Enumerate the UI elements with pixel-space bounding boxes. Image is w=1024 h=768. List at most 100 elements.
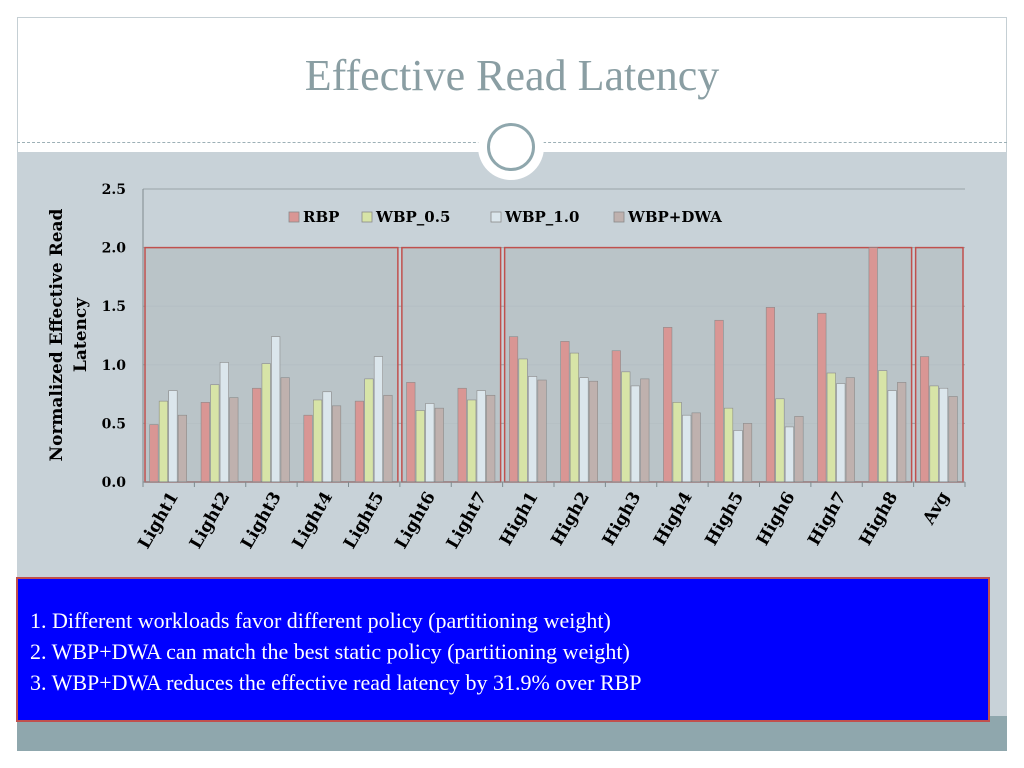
x-tick-label: Light6 [391, 489, 439, 553]
bar-light7-wbp10 [476, 390, 486, 483]
bar-light3-rbp [252, 387, 262, 483]
bar-high8-wbpdwa [897, 382, 907, 483]
legend-swatch [361, 211, 373, 223]
bar-light1-wbp10 [168, 390, 178, 483]
bar-high1-wbp10 [528, 376, 538, 483]
bar-high7-rbp [817, 312, 827, 483]
y-tick-label: 0.0 [102, 475, 127, 491]
bar-high4-rbp [663, 326, 673, 483]
bar-light4-wbp10 [322, 391, 332, 483]
bar-light6-wbp10 [425, 403, 435, 483]
note-line-2: 2. WBP+DWA can match the best static pol… [30, 639, 630, 664]
bar-light7-wbpdwa [486, 394, 496, 483]
bar-avg-wbp10 [939, 387, 949, 483]
y-axis-label-line1: Normalized Effective Read [47, 208, 67, 461]
y-tick-label: 2.0 [102, 241, 127, 257]
x-tick-label: High3 [599, 489, 646, 550]
x-tick-label: High5 [702, 489, 749, 550]
y-tick-label: 0.5 [102, 416, 126, 432]
bar-avg-wbp05 [929, 385, 939, 483]
bar-high4-wbp05 [672, 402, 682, 483]
y-tick-label: 1.0 [102, 358, 127, 374]
bar-light4-wbp05 [313, 399, 323, 483]
bar-high8-rbp [868, 247, 878, 483]
bar-light2-wbp05 [210, 384, 220, 483]
bar-light6-rbp [406, 382, 416, 483]
y-axis-label-line2: Latency [71, 297, 91, 372]
x-tick-label: Light7 [443, 489, 491, 553]
bar-high1-rbp [509, 336, 519, 483]
bar-light6-wbp05 [415, 410, 425, 483]
bar-light5-wbpdwa [383, 394, 393, 483]
x-tick-label: Light4 [289, 488, 338, 552]
bar-avg-wbpdwa [948, 396, 958, 483]
note-line-1: 1. Different workloads favor different p… [30, 608, 611, 633]
bar-light2-wbp10 [219, 362, 229, 483]
bar-light7-wbp05 [467, 399, 477, 483]
bar-high1-wbp05 [518, 358, 528, 483]
bar-high5-wbp10 [733, 430, 743, 483]
bar-high2-rbp [560, 341, 570, 483]
x-tick-label: Light5 [340, 489, 388, 553]
bar-avg-rbp [920, 356, 930, 483]
bar-high7-wbp10 [836, 383, 846, 483]
bar-light3-wbpdwa [280, 377, 290, 483]
bar-light1-wbpdwa [177, 414, 187, 483]
bar-light1-wbp05 [158, 400, 168, 483]
bar-light5-wbp05 [364, 378, 374, 483]
x-tick-label: High1 [496, 489, 543, 550]
x-tick-label: High7 [804, 489, 851, 550]
x-tick-label: High6 [753, 489, 800, 550]
bar-high4-wbpdwa [691, 412, 701, 483]
bar-light2-rbp [200, 402, 210, 483]
bar-light3-wbp10 [271, 336, 281, 483]
legend-swatch [490, 211, 502, 223]
x-tick-label: High8 [856, 489, 903, 550]
x-tick-label: High2 [547, 489, 594, 550]
bar-light5-rbp [354, 400, 364, 483]
legend-entry: WBP_0.5 [375, 208, 450, 226]
x-tick-label: Light1 [135, 489, 183, 553]
bar-high5-wbpdwa [743, 423, 753, 483]
bar-high2-wbpdwa [588, 380, 598, 483]
x-tick-label: Avg [919, 488, 954, 529]
bar-light5-wbp10 [373, 356, 383, 483]
y-tick-label: 2.5 [102, 182, 126, 198]
x-tick-label: High4 [650, 488, 697, 549]
bar-high2-wbp05 [569, 352, 579, 483]
bar-high6-rbp [765, 307, 775, 483]
x-tick-label: Light2 [186, 489, 234, 553]
bar-high5-rbp [714, 319, 724, 483]
bar-high6-wbpdwa [794, 416, 804, 483]
y-tick-label: 1.5 [102, 299, 126, 315]
bar-high3-wbp05 [621, 371, 631, 483]
legend-entry: WBP+DWA [627, 208, 722, 226]
bar-high8-wbp10 [887, 390, 897, 483]
bar-high7-wbp05 [826, 372, 836, 483]
bar-high1-wbpdwa [537, 379, 547, 483]
bar-high2-wbp10 [579, 377, 589, 483]
bar-light3-wbp05 [261, 363, 271, 483]
bar-light1-rbp [149, 424, 159, 483]
legend-entry: WBP_1.0 [504, 208, 579, 226]
bar-high3-wbp10 [630, 385, 640, 483]
legend-entry: RBP [303, 208, 339, 226]
bar-light7-rbp [457, 387, 467, 483]
legend-swatch [613, 211, 625, 223]
bar-high4-wbp10 [682, 414, 692, 483]
bar-high7-wbpdwa [845, 377, 855, 483]
bar-light2-wbpdwa [229, 397, 239, 483]
bar-light4-rbp [303, 414, 313, 483]
bar-high6-wbp05 [775, 398, 785, 483]
bar-high8-wbp05 [878, 370, 888, 483]
bar-high3-wbpdwa [640, 378, 650, 483]
bar-high3-rbp [611, 350, 621, 483]
bar-high6-wbp10 [784, 426, 794, 483]
ring-ornament-icon [487, 123, 535, 171]
legend-swatch [288, 211, 300, 223]
bar-light4-wbpdwa [332, 405, 342, 483]
notes-box: 1. Different workloads favor different p… [16, 577, 990, 722]
slide-title: Effective Read Latency [304, 51, 720, 100]
x-tick-label: Light3 [237, 489, 285, 553]
